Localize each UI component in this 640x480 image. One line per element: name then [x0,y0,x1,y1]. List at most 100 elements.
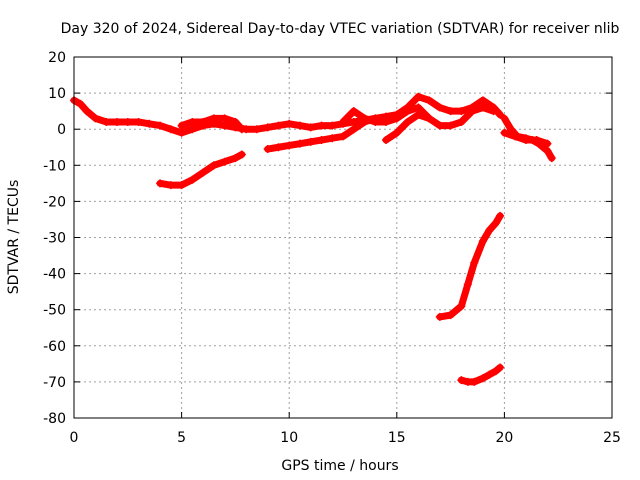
data-point [521,136,530,145]
y-tick-label: -20 [43,194,66,210]
data-point [446,107,455,116]
data-point [500,114,509,123]
data-point [446,121,455,130]
data-point [166,125,175,134]
data-point [317,121,326,130]
y-tick-label: -10 [43,158,66,174]
x-tick-label: 5 [177,430,186,446]
data-point [392,128,401,137]
data-point [188,175,197,184]
data-point [485,370,494,379]
data-point [349,125,358,134]
data-point [209,114,218,123]
data-point [177,128,186,137]
data-point [371,117,380,126]
data-point [543,146,552,155]
data-point [485,226,494,235]
series-band [156,150,246,189]
data-point [478,374,487,383]
data-point [82,107,91,116]
series-night-left [156,150,246,190]
data-point [496,363,505,372]
data-point [470,377,479,386]
data-point [285,119,294,128]
y-tick-label: -80 [43,411,66,427]
data-point [403,117,412,126]
data-point [470,258,479,267]
y-tick-label: 10 [48,86,66,102]
data-point [317,136,326,145]
data-point [134,117,143,126]
data-point [457,117,466,126]
data-point [237,150,246,159]
grid-layer [74,57,612,418]
data-point [457,376,466,385]
plot-frame [73,56,613,419]
data-point [339,132,347,141]
data-point [468,107,477,116]
series-main-band [70,92,505,137]
data-point [491,219,500,228]
y-tick-label: -70 [43,375,66,391]
y-tick-label: -50 [43,303,66,319]
series-bottom-cluster [457,363,505,386]
y-tick-label: -40 [43,267,66,283]
series-steep-drop [435,211,505,321]
data-point [478,103,487,112]
data-point [328,121,337,130]
data-point [220,114,229,123]
data-point [220,157,229,166]
data-point [435,103,444,112]
data-point [457,107,466,116]
data-point [435,312,444,321]
data-point [328,134,337,143]
x-tick-label: 20 [495,430,513,446]
data-point [349,107,358,116]
data-point [295,139,304,148]
data-point [220,121,229,130]
data-point [188,117,197,126]
data-point [403,107,412,116]
data-point [425,96,434,105]
data-point [496,110,505,119]
data-point [91,114,100,123]
data-point [199,168,208,177]
data-point [274,143,283,152]
data-point [237,125,246,134]
series-dip-right [382,110,434,145]
data-point [231,117,240,126]
x-tick-label: 25 [603,430,621,446]
x-tick-label: 0 [70,430,79,446]
data-point [414,110,423,119]
data-point [177,121,186,130]
data-point [102,117,111,126]
data-point [489,107,498,116]
data-point [496,211,505,220]
x-axis-label: GPS time / hours [281,458,398,474]
x-tick-label: 15 [388,430,406,446]
series-tail-right-2 [500,128,552,148]
data-point [199,117,208,126]
data-point [252,125,261,134]
data-point [478,237,487,246]
data-point [478,96,487,105]
data-point [145,119,154,128]
data-point [209,161,218,170]
data-point [156,179,165,188]
y-tick-label: -60 [43,339,66,355]
y-tick-label: 20 [48,50,66,66]
data-point [457,302,466,311]
x-tick-label: 10 [280,430,298,446]
data-point [123,117,132,126]
axes: -80 -70 -60 -50 -40 -30 -20 -10 0 10 20 0 5 10 15 20 25 [43,50,621,446]
data-point [76,99,85,108]
data-point [177,181,186,190]
data-point [188,125,197,134]
data-point [425,114,434,123]
data-point [360,114,369,123]
series-upper-arc [177,114,246,134]
data-point [306,137,315,146]
data-point [547,154,556,163]
data-point [511,132,520,141]
